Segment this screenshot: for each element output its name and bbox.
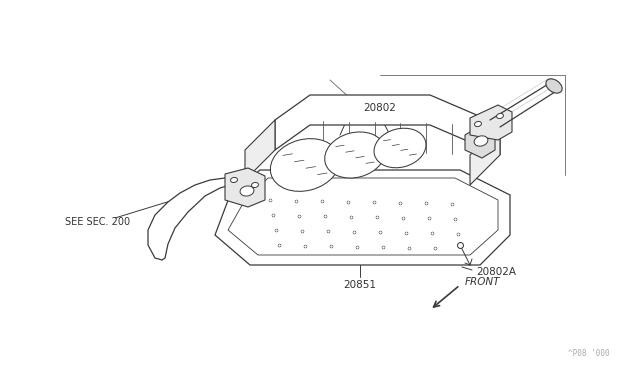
Polygon shape [275,95,500,155]
Ellipse shape [374,128,426,168]
Text: SEE SEC. 200: SEE SEC. 200 [65,217,130,227]
Text: 20802: 20802 [364,103,396,113]
Polygon shape [470,105,512,140]
Polygon shape [148,178,230,260]
Text: ^P08 '000: ^P08 '000 [568,349,610,358]
Polygon shape [245,120,275,180]
Ellipse shape [240,186,254,196]
Ellipse shape [497,113,504,119]
Polygon shape [225,168,265,207]
Ellipse shape [270,139,340,191]
Text: FRONT: FRONT [465,277,500,287]
Ellipse shape [230,177,237,183]
Text: 20851: 20851 [344,280,376,290]
Ellipse shape [546,79,562,93]
Polygon shape [228,178,498,255]
Polygon shape [470,125,500,185]
Ellipse shape [252,182,259,187]
Polygon shape [465,125,495,158]
Ellipse shape [324,132,385,178]
Ellipse shape [474,136,488,146]
Ellipse shape [474,121,481,126]
Polygon shape [215,170,510,265]
Polygon shape [233,175,260,206]
Text: 20802A: 20802A [476,267,516,277]
